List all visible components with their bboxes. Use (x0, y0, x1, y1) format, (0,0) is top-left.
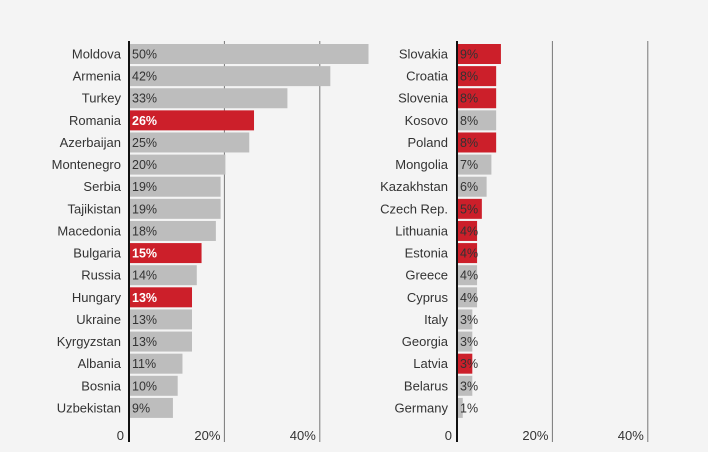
value-label: 18% (132, 224, 157, 238)
value-label: 8% (460, 136, 478, 150)
value-label: 9% (460, 48, 478, 62)
category-label: Kyrgyzstan (57, 334, 121, 349)
value-label: 15% (132, 247, 157, 261)
bar (130, 44, 369, 64)
value-label: 42% (132, 70, 157, 84)
category-label: Cyprus (407, 290, 449, 305)
category-label: Armenia (73, 69, 122, 84)
value-label: 33% (132, 92, 157, 106)
category-label: Azerbaijan (60, 135, 121, 150)
value-label: 26% (132, 114, 157, 128)
category-label: Romania (69, 113, 122, 128)
category-label: Kosovo (405, 113, 448, 128)
value-label: 10% (132, 379, 157, 393)
value-label: 50% (132, 48, 157, 62)
category-label: Moldova (72, 47, 122, 62)
category-label: Estonia (405, 246, 449, 261)
category-label: Italy (424, 312, 448, 327)
x-tick-label: 20% (522, 428, 548, 443)
category-label: Slovakia (399, 47, 449, 62)
value-label: 20% (132, 158, 157, 172)
value-label: 8% (460, 70, 478, 84)
value-label: 8% (460, 114, 478, 128)
category-label: Croatia (406, 69, 449, 84)
x-tick-label: 40% (290, 428, 316, 443)
value-label: 13% (132, 313, 157, 327)
category-label: Georgia (402, 334, 449, 349)
value-label: 25% (132, 136, 157, 150)
value-label: 4% (460, 269, 478, 283)
category-label: Latvia (413, 356, 448, 371)
category-label: Montenegro (52, 157, 121, 172)
value-label: 3% (460, 335, 478, 349)
chart-panel-right: Slovakia 9% Croatia 8% Slovenia 8% Kosovo 8% Pol… (380, 41, 648, 443)
category-label: Ukraine (76, 312, 121, 327)
value-label: 3% (460, 357, 478, 371)
category-label: Greece (405, 268, 448, 283)
category-label: Macedonia (57, 223, 121, 238)
category-label: Belarus (404, 378, 449, 393)
category-label: Bulgaria (73, 246, 121, 261)
category-label: Uzbekistan (57, 400, 121, 415)
category-label: Bosnia (81, 378, 122, 393)
value-label: 5% (460, 202, 478, 216)
value-label: 19% (132, 180, 157, 194)
category-label: Mongolia (395, 157, 449, 172)
category-label: Turkey (82, 91, 122, 106)
category-label: Albania (78, 356, 122, 371)
value-label: 13% (132, 335, 157, 349)
value-label: 1% (460, 401, 478, 415)
x-tick-label: 0 (445, 428, 452, 443)
x-tick-label: 20% (194, 428, 220, 443)
category-label: Kazakhstan (380, 179, 448, 194)
value-label: 11% (132, 357, 156, 371)
value-label: 3% (460, 313, 478, 327)
x-tick-label: 0 (117, 428, 124, 443)
bar-chart-figure: Moldova 50% Armenia 42% Turkey 33% Romania 26% A… (0, 0, 708, 452)
category-label: Germany (395, 400, 449, 415)
value-label: 4% (460, 247, 478, 261)
x-tick-label: 40% (618, 428, 644, 443)
category-label: Czech Rep. (380, 201, 448, 216)
bar (130, 66, 330, 86)
value-label: 4% (460, 291, 478, 305)
value-label: 8% (460, 92, 478, 106)
value-label: 4% (460, 224, 478, 238)
category-label: Slovenia (398, 91, 449, 106)
value-label: 13% (132, 291, 157, 305)
category-label: Lithuania (395, 223, 449, 238)
chart-panel-left: Moldova 50% Armenia 42% Turkey 33% Romania 26% A… (52, 41, 369, 443)
value-label: 14% (132, 269, 157, 283)
value-label: 19% (132, 202, 157, 216)
category-label: Poland (408, 135, 448, 150)
category-label: Russia (81, 268, 122, 283)
value-label: 3% (460, 379, 478, 393)
value-label: 9% (132, 401, 150, 415)
category-label: Serbia (83, 179, 121, 194)
value-label: 6% (460, 180, 478, 194)
category-label: Tajikistan (68, 201, 121, 216)
category-label: Hungary (72, 290, 122, 305)
value-label: 7% (460, 158, 478, 172)
